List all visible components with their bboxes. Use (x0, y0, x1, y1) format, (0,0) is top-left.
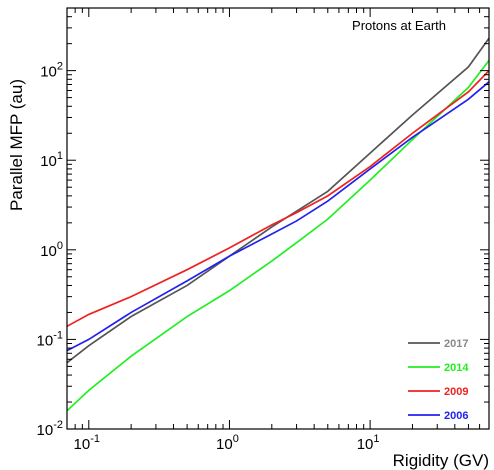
legend-label-2009: 2009 (444, 386, 468, 398)
y-tick-label: 100 (40, 240, 63, 260)
y-tick-label: 102 (40, 61, 63, 81)
chart-annotation: Protons at Earth (352, 18, 446, 33)
plot-frame (66, 7, 490, 430)
series-line-2014 (66, 59, 490, 412)
series-line-2009 (66, 70, 490, 328)
y-axis-label: Parallel MFP (au) (7, 79, 26, 211)
x-tick-label: 101 (357, 433, 380, 453)
x-tick-label: 100 (216, 433, 239, 453)
axis-ticks (66, 7, 490, 430)
y-tick-label: 10-2 (37, 419, 63, 439)
series-group (66, 37, 490, 412)
series-line-2006 (66, 81, 490, 352)
legend-label-2006: 2006 (444, 410, 468, 422)
legend-label-2014: 2014 (444, 362, 469, 374)
y-tick-label: 101 (40, 150, 63, 170)
legend-label-2017: 2017 (444, 338, 468, 350)
y-tick-label: 10-1 (37, 329, 63, 349)
legend: 2017 2014 2009 2006 (408, 338, 469, 422)
x-tick-label: 10-1 (74, 433, 100, 453)
x-axis-label: Rigidity (GV) (393, 451, 489, 470)
tick-labels: 10-1 100 101 10-2 10-1 100 101 102 (37, 61, 380, 453)
series-line-2017 (66, 37, 490, 364)
